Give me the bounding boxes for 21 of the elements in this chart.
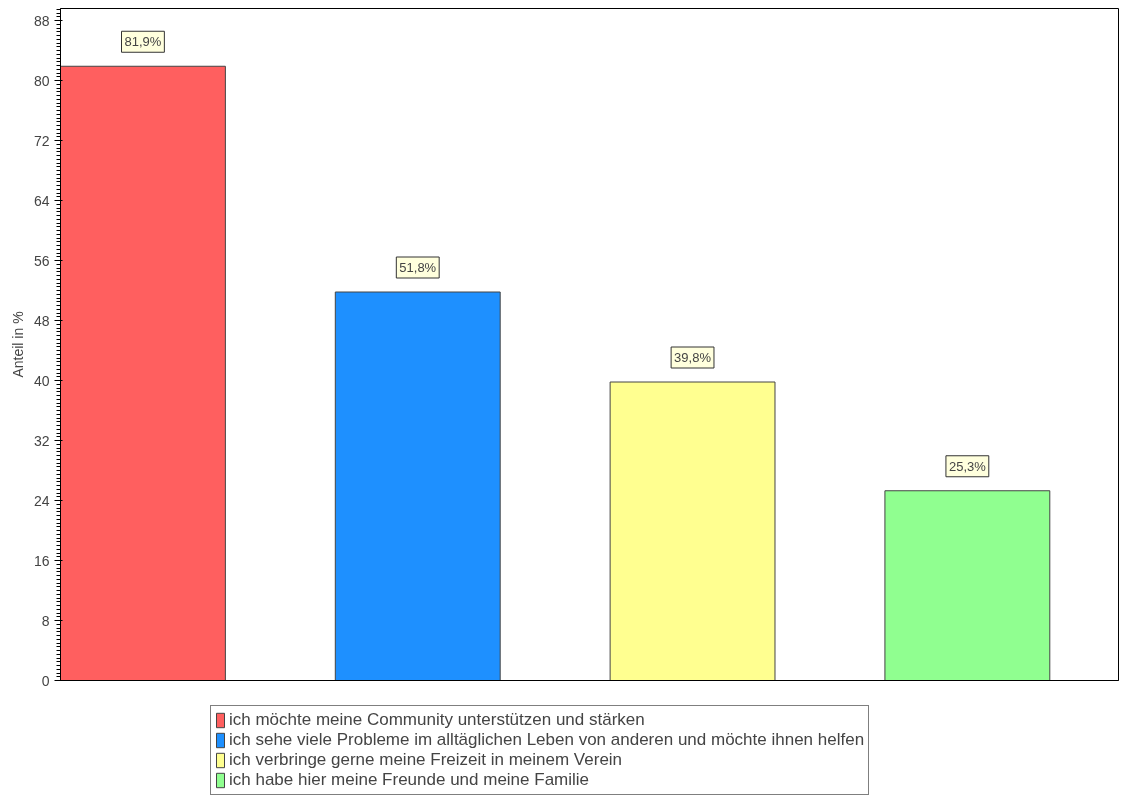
data-label: 51,8% <box>399 260 437 275</box>
y-tick-label: 48 <box>33 312 50 329</box>
y-tick-label: 56 <box>33 252 50 269</box>
data-label: 25,3% <box>948 458 987 474</box>
y-tick-label: 8 <box>41 612 50 629</box>
y-tick-label: 16 <box>33 552 50 569</box>
legend-label: ich möchte meine Community unterstützen und stärken <box>229 710 645 730</box>
y-tick-label: 80 <box>33 72 50 89</box>
legend-label: ich sehe viele Probleme im alltäglichen Leben von anderen und möchte ihnen helfen <box>229 730 865 750</box>
legend-label: ich verbringe gerne meine Freizeit in meinem Verein <box>229 750 623 770</box>
y-tick-label: 24 <box>33 492 50 509</box>
y-tick-label: 0 <box>41 672 50 689</box>
y-axis-title: Anteil in % <box>9 311 26 378</box>
y-tick-label: 72 <box>33 132 50 149</box>
y-tick-label: 32 <box>33 432 50 449</box>
legend-label: ich habe hier meine Freunde und meine Familie <box>229 770 590 790</box>
y-tick-label: 40 <box>33 372 50 389</box>
y-tick-label: 88 <box>33 12 50 29</box>
y-tick-label: 64 <box>33 192 50 209</box>
data-label: 81,9% <box>124 34 162 50</box>
data-label: 39,8% <box>674 350 712 365</box>
